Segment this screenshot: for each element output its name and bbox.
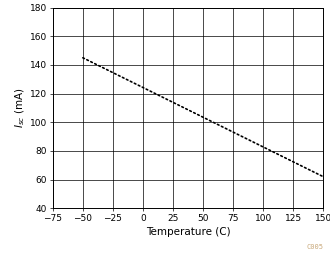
X-axis label: Temperature (C): Temperature (C) — [146, 227, 230, 237]
Y-axis label: $I_{sc}$ (mA): $I_{sc}$ (mA) — [14, 88, 27, 128]
Text: C005: C005 — [306, 244, 323, 250]
